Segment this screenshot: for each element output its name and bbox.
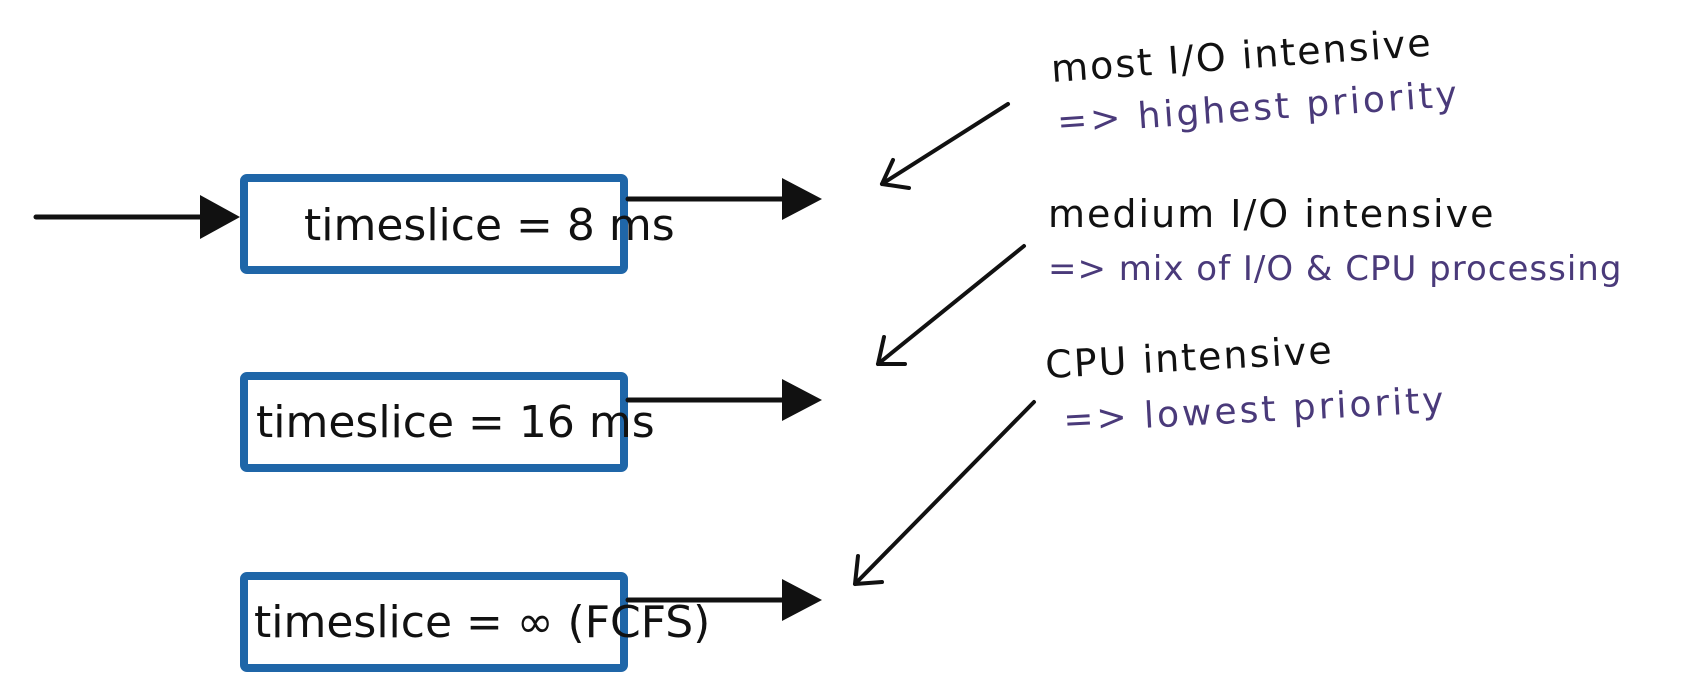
note-3-heading: CPU intensive xyxy=(1044,328,1334,387)
queue-3-label: timeslice = ∞ (FCFS) xyxy=(254,597,710,648)
note-3-detail: => lowest priority xyxy=(1062,380,1447,441)
queue-1-box xyxy=(240,174,628,274)
note-2: medium I/O intensive => mix of I/O & CPU… xyxy=(1048,192,1622,289)
note-3: CPU intensive => lowest priority xyxy=(1044,328,1447,441)
note-2-pointer xyxy=(876,244,1026,366)
note-2-detail: => mix of I/O & CPU processing xyxy=(1048,249,1622,289)
queue-2: timeslice = 16 ms xyxy=(240,372,655,472)
queue-3: timeslice = ∞ (FCFS) xyxy=(240,572,710,672)
queue-2-label: timeslice = 16 ms xyxy=(256,397,655,448)
queue-1-out-arrow xyxy=(625,178,822,220)
note-2-heading: medium I/O intensive xyxy=(1048,192,1495,236)
queue-1: timeslice = 8 ms xyxy=(240,174,675,274)
note-1-pointer xyxy=(880,102,1010,190)
queue-2-box xyxy=(240,372,628,472)
queue-1-label: timeslice = 8 ms xyxy=(304,200,675,251)
queue-3-box xyxy=(240,572,628,672)
note-3-pointer xyxy=(853,400,1036,586)
entry-arrow xyxy=(33,195,240,239)
queue-2-out-arrow xyxy=(625,379,822,421)
queue-3-out-arrow xyxy=(625,579,822,621)
note-1: most I/O intensive => highest priority xyxy=(1050,20,1462,143)
